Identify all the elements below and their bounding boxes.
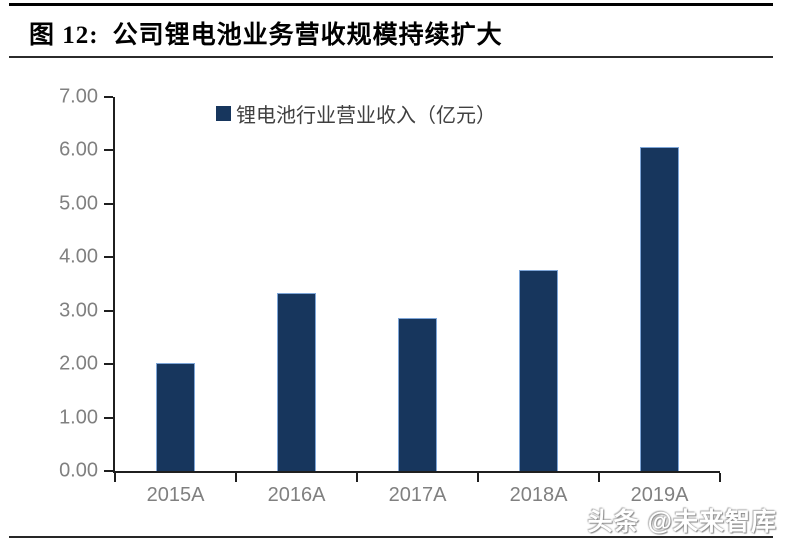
y-axis-tick-label: 0.00 [59, 459, 98, 482]
x-axis-label-2018A: 2018A [509, 484, 568, 506]
figure-title: 图 12: 公司锂电池业务营收规模持续扩大 [29, 15, 503, 51]
legend-label: 锂电池行业营业收入（亿元） [236, 105, 496, 127]
x-axis-label-2017A: 2017A [388, 484, 447, 506]
x-axis-label-2016A: 2016A [267, 484, 326, 506]
x-axis-tick [477, 473, 479, 482]
plot-area: 0.00 1.00 2.00 3.00 4.00 5.00 6.00 7.00 2015A 201… [59, 86, 721, 506]
y-axis-tick-label: 1.00 [59, 406, 98, 429]
y-axis-tick [104, 416, 113, 419]
y-axis-tick-label: 4.00 [59, 245, 98, 268]
x-axis-label-2015A: 2015A [146, 484, 205, 506]
x-axis-tick [235, 473, 237, 482]
top-border-rule [9, 3, 773, 6]
y-axis-tick-label: 5.00 [59, 192, 98, 215]
bottom-border-rule [9, 536, 773, 538]
x-axis-tick [598, 473, 600, 482]
y-axis-tick-label: 2.00 [59, 352, 98, 375]
y-axis-tick-label: 7.00 [59, 85, 98, 108]
bar-2016A [277, 293, 316, 471]
bar-2015A [156, 363, 195, 471]
bar-2017A [398, 318, 437, 471]
y-axis-tick [104, 96, 113, 98]
y-axis-tick-label: 3.00 [59, 299, 98, 322]
chart-legend: 锂电池行业营业收入（亿元） [216, 99, 496, 128]
y-axis-tick-label: 6.00 [59, 138, 98, 161]
bar-2018A [519, 270, 558, 471]
y-axis-tick [104, 256, 113, 259]
figure-title-text: 公司锂电池业务营收规模持续扩大 [112, 22, 503, 49]
x-axis-tick [719, 473, 721, 482]
figure-label: 图 12: [29, 22, 99, 49]
x-axis-tick [356, 473, 358, 482]
y-axis-tick [104, 309, 113, 312]
y-axis-tick [104, 470, 113, 472]
bar-2019A [640, 147, 679, 471]
y-axis-tick [104, 202, 113, 205]
x-axis-tick [114, 473, 116, 482]
watermark: 头条 @未来智库 [587, 508, 777, 536]
x-axis-label-2019A: 2019A [630, 484, 689, 506]
y-axis-tick [104, 363, 113, 366]
y-axis-tick [104, 149, 113, 152]
title-divider-rule [9, 56, 773, 58]
legend-swatch [216, 106, 231, 121]
